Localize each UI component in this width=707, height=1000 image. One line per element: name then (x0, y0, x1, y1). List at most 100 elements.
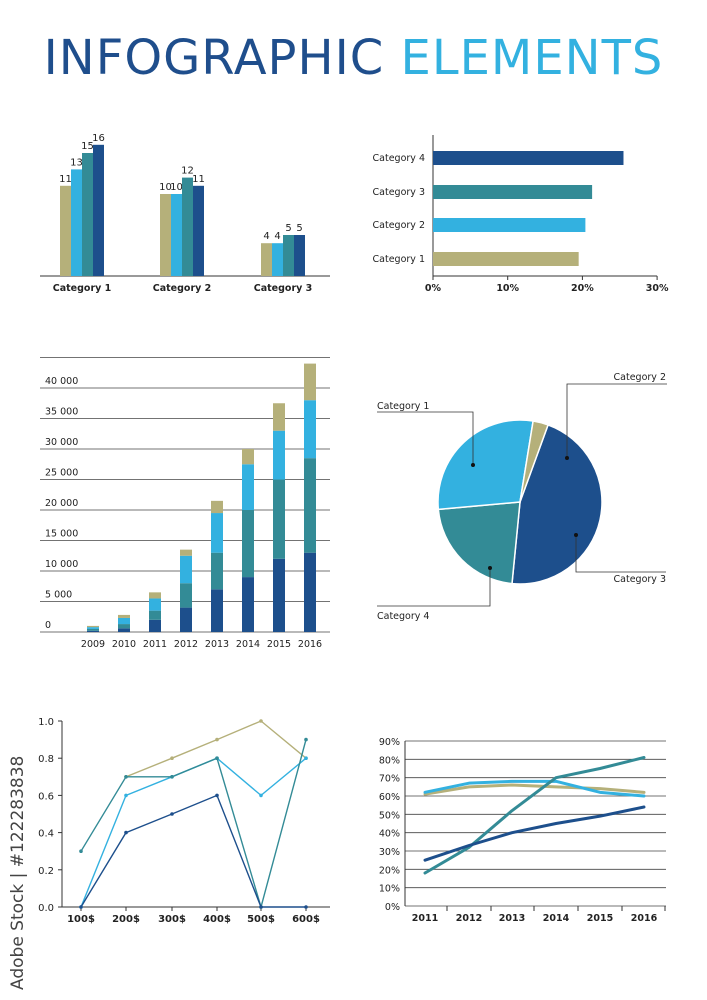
y-tick-label: 35 000 (45, 407, 78, 418)
x-tick-label: 2016 (631, 913, 658, 924)
data-label: 5 (296, 223, 302, 234)
x-tick-label: 600$ (292, 914, 320, 925)
bar-segment (118, 624, 130, 629)
series-line (80, 794, 306, 908)
x-tick-label: 2016 (298, 639, 322, 650)
bar-segment (149, 592, 161, 599)
x-tick-label: 2014 (543, 913, 570, 924)
bar-segment (87, 627, 99, 629)
series-line (423, 756, 646, 875)
data-point (304, 905, 308, 909)
slice-label: Category 3 (614, 574, 666, 585)
bar-segment (242, 449, 254, 465)
data-point (259, 719, 263, 723)
x-tick-label: 2011 (412, 913, 438, 924)
bar (433, 218, 586, 232)
leader-dot (565, 456, 569, 460)
slice-label: Category 4 (377, 611, 429, 622)
bar-segment (304, 458, 316, 553)
leader-dot (488, 566, 492, 570)
bar-segment (180, 549, 192, 556)
y-tick-label: 0.2 (38, 866, 54, 877)
bar-segment (87, 628, 99, 631)
data-point (124, 830, 128, 835)
pie-slice (511, 423, 603, 585)
data-label: 12 (181, 166, 194, 177)
category-label: Category 2 (153, 283, 212, 294)
bar-segment (211, 552, 223, 590)
bar-segment (118, 617, 130, 625)
bar-segment (180, 583, 192, 608)
data-point (259, 905, 263, 909)
data-point (304, 737, 308, 742)
leader-line (575, 535, 666, 573)
data-label: 16 (92, 133, 105, 144)
bar-segment (118, 614, 130, 618)
category-label: Category 3 (373, 187, 425, 198)
y-tick-label: 90% (379, 737, 400, 748)
tick-label: 10% (496, 283, 519, 294)
bar-segment (242, 510, 254, 578)
data-point (215, 756, 219, 760)
bar-segment (211, 500, 223, 514)
y-tick-label: 0 (45, 620, 51, 631)
bar-segment (242, 464, 254, 510)
x-tick-label: 2012 (456, 913, 482, 924)
y-tick-label: 0.6 (38, 791, 54, 802)
data-label: 11 (59, 174, 72, 185)
data-point (170, 756, 174, 760)
leader-line (377, 568, 491, 607)
y-tick-label: 40 000 (45, 376, 78, 387)
leader-line (566, 383, 667, 458)
stock-watermark: Adobe Stock | #122283838 (6, 756, 32, 990)
x-tick-label: 100$ (67, 914, 95, 925)
bar (182, 177, 193, 276)
bar-segment (273, 558, 285, 632)
y-tick-label: 25 000 (45, 468, 78, 479)
bar (60, 185, 71, 276)
data-point (259, 793, 263, 798)
y-tick-label: 10% (379, 884, 400, 895)
data-point (170, 812, 174, 816)
bar (433, 252, 579, 266)
data-label: 10 (159, 182, 172, 193)
y-tick-label: 30 000 (45, 437, 78, 448)
title-part-2: ELEMENTS (400, 30, 664, 86)
tick-label: 20% (571, 283, 594, 294)
x-tick-label: 2014 (236, 639, 260, 650)
y-tick-label: 50% (379, 810, 400, 821)
y-tick-label: 0.8 (38, 754, 54, 765)
y-tick-label: 0.0 (38, 903, 54, 914)
leader-line (377, 411, 474, 465)
pie-slice (437, 419, 534, 511)
y-tick-label: 20 000 (45, 498, 78, 509)
bar-segment (149, 610, 161, 620)
series-line (423, 805, 646, 862)
x-tick-label: 400$ (203, 914, 231, 925)
bar (82, 153, 93, 276)
y-tick-label: 60% (379, 792, 400, 803)
data-label: 5 (285, 223, 291, 234)
series-line (80, 739, 307, 910)
bar-segment (118, 628, 130, 632)
x-tick-label: 2011 (143, 639, 167, 650)
bar-segment (180, 555, 192, 584)
series-line (423, 783, 646, 796)
leader-dot (471, 463, 475, 467)
y-tick-label: 5 000 (45, 590, 72, 601)
y-tick-label: 70% (379, 774, 400, 785)
y-tick-label: 80% (379, 755, 400, 766)
data-label: 4 (263, 231, 269, 242)
bar (193, 185, 204, 276)
y-tick-label: 20% (379, 865, 400, 876)
x-tick-label: 2010 (112, 639, 136, 650)
data-label: 4 (274, 231, 280, 242)
bar-segment (211, 589, 223, 632)
y-tick-label: 15 000 (45, 529, 78, 540)
x-tick-label: 2015 (587, 913, 613, 924)
data-point (215, 793, 219, 798)
